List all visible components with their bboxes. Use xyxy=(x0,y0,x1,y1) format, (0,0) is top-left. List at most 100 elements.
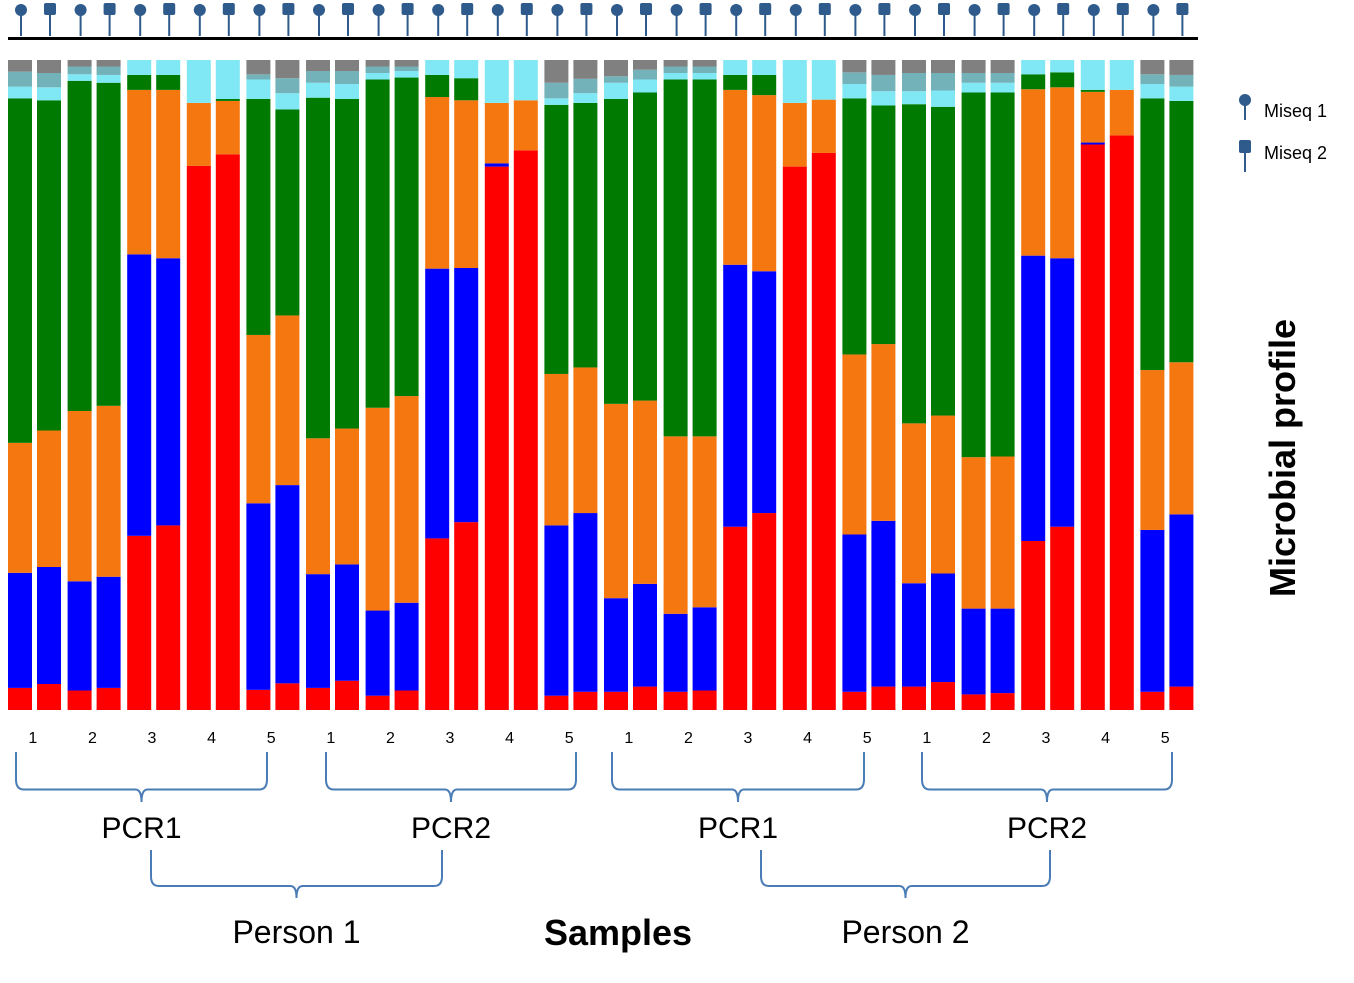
bar-21 xyxy=(604,60,628,710)
bar-27-segment-red xyxy=(782,166,807,711)
miseq1-marker xyxy=(789,4,802,36)
bar-16 xyxy=(454,60,479,710)
bar-22-segment-red xyxy=(633,686,657,710)
bar-26-segment-blue xyxy=(752,271,777,514)
bar-33-segment-blue xyxy=(961,608,986,695)
bar-20-segment-blue xyxy=(573,513,598,692)
pcr-bracket xyxy=(921,752,1173,803)
bar-5-segment-cyan xyxy=(127,60,152,75)
bar-35-segment-red xyxy=(1021,541,1046,710)
bar-32-segment-gray xyxy=(931,60,955,73)
bar-30-segment-green xyxy=(871,105,896,345)
bar-31-segment-orange xyxy=(902,423,926,584)
bar-8-segment-cyan xyxy=(215,60,240,99)
bar-3-segment-teal xyxy=(67,66,92,75)
bar-31-segment-teal xyxy=(902,73,926,92)
miseq1-marker xyxy=(313,4,325,36)
bar-13-segment-gray xyxy=(365,60,390,67)
bar-3-segment-cyan xyxy=(67,74,92,81)
bar-23-segment-orange xyxy=(663,436,688,614)
tick-label: 2 xyxy=(88,730,97,747)
bar-39-segment-gray xyxy=(1140,60,1165,75)
bar-17-segment-cyan xyxy=(484,60,509,103)
bar-16-segment-orange xyxy=(454,100,479,268)
tick-label: 3 xyxy=(744,730,753,747)
bar-12-segment-orange xyxy=(335,428,359,565)
bar-38-segment-cyan xyxy=(1109,60,1134,90)
tick-label: 4 xyxy=(803,730,812,747)
bar-39-segment-orange xyxy=(1140,370,1165,530)
bar-13-segment-blue xyxy=(365,610,390,696)
bar-24 xyxy=(692,60,717,710)
bar-16-segment-red xyxy=(454,522,479,710)
bar-8-segment-red xyxy=(215,154,240,710)
bar-11-segment-green xyxy=(306,97,330,439)
bar-22-segment-cyan xyxy=(633,79,657,93)
bar-31-segment-cyan xyxy=(902,91,926,105)
bar-19-segment-gray xyxy=(544,60,569,83)
bar-39-segment-green xyxy=(1140,98,1165,371)
bar-24-segment-cyan xyxy=(692,73,717,80)
bar-12-segment-gray xyxy=(335,60,359,72)
bar-22 xyxy=(633,60,657,710)
bar-8 xyxy=(215,60,240,710)
bar-19-segment-red xyxy=(544,695,569,710)
bar-10-segment-teal xyxy=(275,78,300,94)
bar-37-segment-cyan xyxy=(1080,60,1105,90)
bar-15 xyxy=(425,60,450,710)
bar-26-segment-cyan xyxy=(752,60,777,75)
bar-32-segment-green xyxy=(931,106,955,416)
bar-21-segment-blue xyxy=(604,598,628,692)
person-label: Person 1 xyxy=(232,914,360,950)
bar-38 xyxy=(1109,60,1134,710)
bar-13-segment-teal xyxy=(365,66,390,73)
bar-11-segment-cyan xyxy=(306,82,330,98)
miseq2-marker xyxy=(878,3,891,36)
bar-33-segment-red xyxy=(961,694,986,710)
miseq1-marker xyxy=(1028,4,1041,36)
bar-4-segment-gray xyxy=(96,60,121,67)
bar-35-segment-blue xyxy=(1021,255,1046,541)
miseq2-marker xyxy=(520,3,533,36)
bar-4-segment-blue xyxy=(96,576,121,688)
bar-39-segment-red xyxy=(1140,691,1165,710)
miseq1-marker xyxy=(551,4,564,36)
person-groups: Person 1 Person 2 xyxy=(150,850,1051,950)
bar-36-segment-cyan xyxy=(1050,60,1075,73)
bar-25-segment-red xyxy=(723,526,748,710)
bar-13-segment-red xyxy=(365,695,390,710)
bar-30-segment-cyan xyxy=(871,91,896,106)
miseq2-marker xyxy=(342,3,354,36)
bar-21-segment-green xyxy=(604,99,628,404)
bar-6-segment-green xyxy=(156,74,181,90)
bar-25-segment-orange xyxy=(723,89,748,265)
bar-24-segment-blue xyxy=(692,607,717,691)
bar-24-segment-gray xyxy=(692,60,717,67)
bar-13-segment-green xyxy=(365,79,390,408)
bar-9-segment-teal xyxy=(246,74,271,80)
tick-label: 5 xyxy=(267,730,276,747)
bar-39-segment-cyan xyxy=(1140,84,1165,99)
miseq2-marker xyxy=(163,3,176,36)
bar-39-segment-blue xyxy=(1140,529,1165,692)
bar-3-segment-orange xyxy=(67,411,92,582)
bar-19-segment-blue xyxy=(544,525,569,696)
bar-33 xyxy=(961,60,986,710)
bar-1-segment-cyan xyxy=(8,86,32,99)
bar-6 xyxy=(156,60,181,710)
bar-6-segment-blue xyxy=(156,258,181,526)
bar-31-segment-blue xyxy=(902,583,926,687)
bar-22-segment-gray xyxy=(633,60,657,70)
bar-2-segment-red xyxy=(37,684,61,710)
miseq2-marker xyxy=(818,3,831,36)
bar-8-segment-green xyxy=(215,99,240,101)
bar-14-segment-teal xyxy=(394,66,419,72)
bar-4-segment-orange xyxy=(96,405,121,577)
bar-16-segment-blue xyxy=(454,268,479,523)
bar-10-segment-orange xyxy=(275,315,300,486)
bar-40-segment-orange xyxy=(1169,362,1194,515)
bar-32-segment-orange xyxy=(931,415,955,574)
bar-20 xyxy=(573,60,598,710)
bar-35 xyxy=(1021,60,1046,710)
miseq2-marker xyxy=(580,3,593,36)
